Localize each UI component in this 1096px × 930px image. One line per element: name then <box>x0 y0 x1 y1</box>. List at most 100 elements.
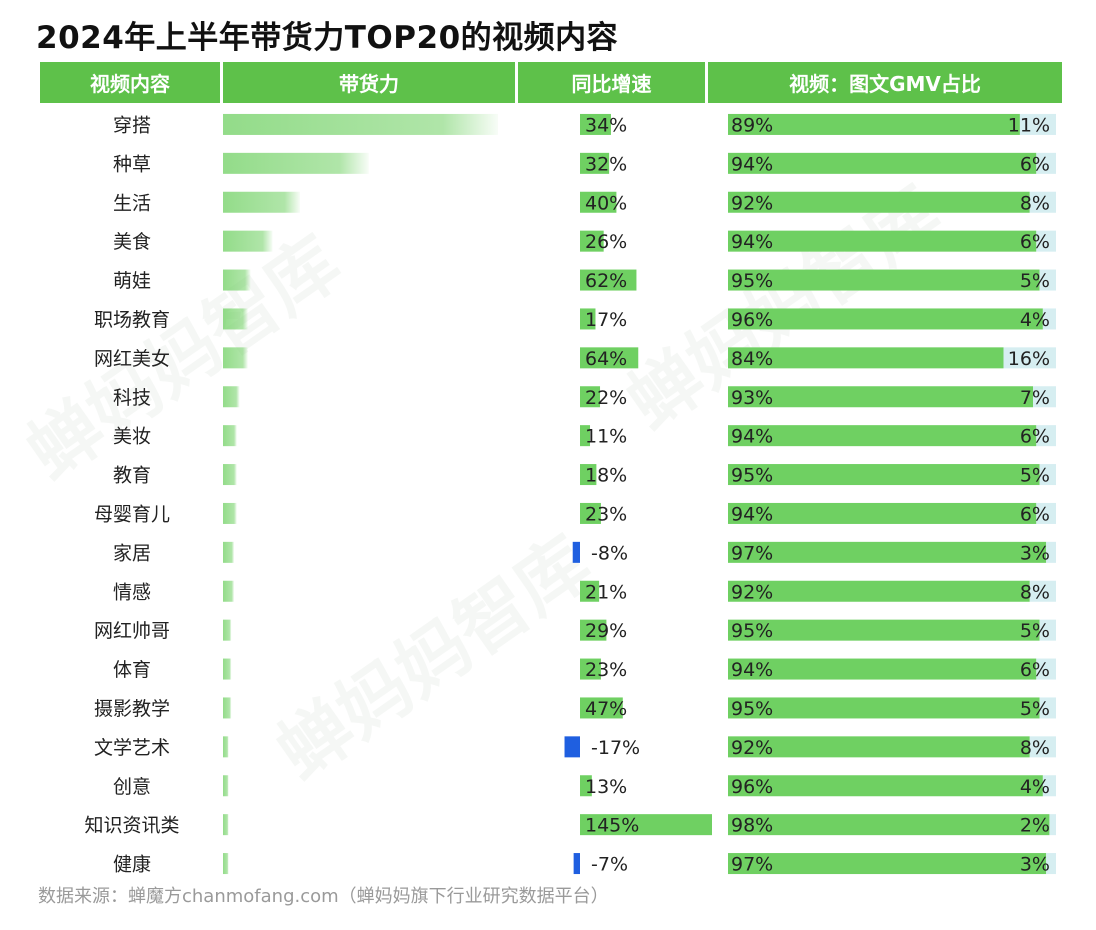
video-share-label: 95% <box>731 698 773 720</box>
sales-power-bar <box>223 308 248 330</box>
image-share-bar <box>1029 191 1056 213</box>
video-share-label: 96% <box>731 776 773 798</box>
growth-bar <box>580 425 591 447</box>
sales-power-bar <box>223 230 273 252</box>
source-note: 数据来源：蝉魔方chanmofang.com（蝉妈妈旗下行业研究数据平台） <box>38 886 609 907</box>
growth-bar <box>580 113 611 135</box>
video-share-label: 92% <box>731 192 773 214</box>
image-share-label: 8% <box>1020 737 1050 759</box>
video-share-label: 94% <box>731 426 773 448</box>
growth-label: 13% <box>585 776 627 798</box>
growth-label: 62% <box>585 270 627 292</box>
image-share-bar <box>1036 425 1056 447</box>
growth-label: 17% <box>585 309 627 331</box>
growth-bar <box>580 230 604 252</box>
growth-bar <box>580 502 601 524</box>
video-share-bar <box>728 191 1030 213</box>
growth-label: 34% <box>585 114 627 136</box>
growth-label: 21% <box>585 581 627 603</box>
growth-bar <box>580 308 596 330</box>
video-share-label: 92% <box>731 581 773 603</box>
video-share-label: 94% <box>731 503 773 525</box>
video-share-bar <box>728 113 1020 135</box>
category-label: 职场教育 <box>94 309 170 331</box>
growth-bar <box>580 697 623 719</box>
sales-power-bar <box>223 269 251 291</box>
sales-power-bar <box>223 736 229 758</box>
video-share-label: 98% <box>731 815 773 837</box>
growth-bar <box>580 464 597 486</box>
image-share-bar <box>1036 502 1056 524</box>
video-share-label: 94% <box>731 231 773 253</box>
sales-power-bar <box>223 386 240 408</box>
image-share-label: 6% <box>1020 503 1050 525</box>
sales-power-bar <box>223 814 229 836</box>
header-growth: 同比增速 <box>518 62 705 103</box>
growth-label: 11% <box>585 426 627 448</box>
image-share-bar <box>1033 386 1056 408</box>
category-label: 摄影教学 <box>94 698 170 720</box>
video-share-bar <box>728 658 1037 680</box>
sales-power-bar <box>223 191 300 213</box>
category-label: 美食 <box>113 231 151 253</box>
sales-power-bar <box>223 658 232 680</box>
category-label: 健康 <box>113 854 151 876</box>
image-share-label: 6% <box>1020 231 1050 253</box>
video-share-label: 96% <box>731 309 773 331</box>
video-share-bar <box>728 269 1040 291</box>
category-label: 穿搭 <box>113 114 151 136</box>
image-share-label: 6% <box>1020 426 1050 448</box>
sales-power-bar <box>223 113 498 135</box>
category-label: 美妆 <box>113 426 151 448</box>
image-share-bar <box>1049 814 1056 836</box>
image-share-bar <box>1003 347 1056 369</box>
image-share-label: 4% <box>1020 776 1050 798</box>
image-share-label: 3% <box>1020 542 1050 564</box>
image-share-label: 5% <box>1020 620 1050 642</box>
image-share-bar <box>1019 113 1056 135</box>
video-share-bar <box>728 541 1047 563</box>
growth-label: -7% <box>591 854 628 876</box>
category-label: 母婴育儿 <box>94 503 170 525</box>
video-share-bar <box>728 308 1043 330</box>
sales-power-bar <box>223 853 229 875</box>
image-share-bar <box>1036 658 1056 680</box>
category-label: 生活 <box>113 192 151 214</box>
video-share-bar <box>728 152 1037 174</box>
growth-label: 23% <box>585 659 627 681</box>
growth-bar <box>580 619 607 641</box>
video-share-bar <box>728 814 1050 836</box>
sales-power-bar <box>223 775 229 797</box>
growth-bar <box>580 152 610 174</box>
sales-power-bar <box>223 464 237 486</box>
header-gmv-share: 视频：图文GMV占比 <box>708 62 1062 103</box>
video-share-bar <box>728 464 1040 486</box>
image-share-bar <box>1042 308 1056 330</box>
growth-label: 18% <box>585 465 627 487</box>
category-label: 网红美女 <box>94 348 170 370</box>
growth-bar <box>580 658 601 680</box>
growth-label: 145% <box>585 815 639 837</box>
video-share-bar <box>728 697 1040 719</box>
growth-bar <box>580 814 712 836</box>
video-share-label: 92% <box>731 737 773 759</box>
growth-label: 32% <box>585 153 627 175</box>
image-share-label: 11% <box>1008 114 1050 136</box>
video-share-bar <box>728 386 1034 408</box>
video-share-label: 95% <box>731 620 773 642</box>
growth-label: 22% <box>585 387 627 409</box>
video-share-label: 84% <box>731 348 773 370</box>
image-share-label: 7% <box>1020 387 1050 409</box>
growth-label: -17% <box>591 737 640 759</box>
header-sales-power: 带货力 <box>223 62 515 103</box>
category-label: 教育 <box>113 465 151 487</box>
category-label: 家居 <box>113 542 151 564</box>
sales-power-bar <box>223 502 237 524</box>
growth-bar <box>580 775 592 797</box>
video-share-bar <box>728 775 1043 797</box>
image-share-bar <box>1029 580 1056 602</box>
image-share-bar <box>1046 541 1056 563</box>
image-share-bar <box>1039 619 1056 641</box>
video-share-bar <box>728 619 1040 641</box>
image-share-label: 5% <box>1020 698 1050 720</box>
